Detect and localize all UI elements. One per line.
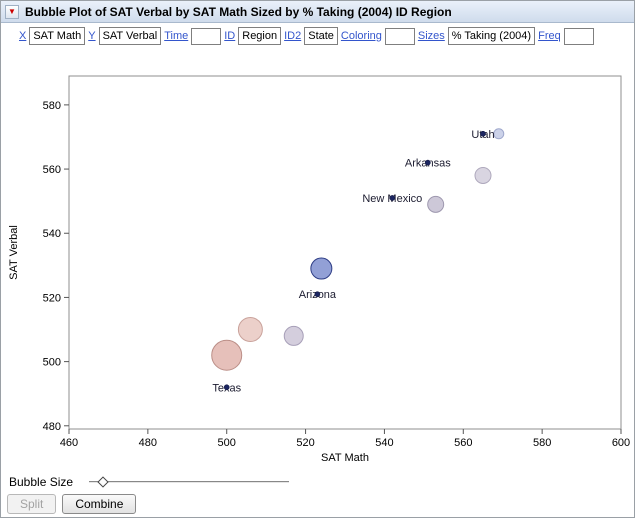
x-tick-label: 520 bbox=[296, 437, 314, 449]
bubble[interactable] bbox=[493, 128, 505, 140]
x-tick-label: 460 bbox=[60, 437, 78, 449]
bubble-plot: 460 480 500 520 540 560 580 600 480 500 520 540 560 5… bbox=[8, 75, 630, 464]
y-tick-label: 560 bbox=[43, 164, 61, 176]
role-x-value[interactable]: SAT Math bbox=[29, 27, 86, 45]
role-x-label[interactable]: X bbox=[19, 30, 27, 42]
slider-thumb[interactable] bbox=[97, 476, 109, 488]
role-freq: Freq bbox=[538, 27, 594, 45]
role-sizes: Sizes % Taking (2004) bbox=[417, 27, 536, 45]
role-coloring-value[interactable] bbox=[384, 27, 415, 45]
x-axis-title: SAT Math bbox=[321, 452, 369, 464]
role-freq-label[interactable]: Freq bbox=[538, 30, 561, 42]
x-tick-label: 500 bbox=[218, 437, 236, 449]
slider-track[interactable] bbox=[89, 481, 290, 484]
y-tick-label: 480 bbox=[43, 421, 61, 433]
y-tick-label: 580 bbox=[43, 100, 61, 112]
red-triangle-menu-button[interactable]: ▼ bbox=[5, 4, 19, 19]
role-id2-value[interactable]: State bbox=[304, 27, 338, 45]
role-y-value[interactable]: SAT Verbal bbox=[98, 27, 162, 45]
role-id2-label[interactable]: ID2 bbox=[284, 30, 302, 42]
role-freq-value[interactable] bbox=[563, 27, 594, 45]
bubble[interactable] bbox=[474, 166, 492, 184]
report-title-bar: ▼ Bubble Plot of SAT Verbal by SAT Math … bbox=[1, 1, 634, 23]
role-coloring: Coloring bbox=[340, 27, 415, 45]
bubble[interactable] bbox=[310, 257, 333, 280]
bubble[interactable] bbox=[237, 317, 263, 343]
role-time-value[interactable] bbox=[191, 27, 222, 45]
x-tick-label: 600 bbox=[612, 437, 630, 449]
x-tick-label: 560 bbox=[454, 437, 472, 449]
red-triangle-icon: ▼ bbox=[8, 6, 16, 16]
role-sizes-value[interactable]: % Taking (2004) bbox=[447, 27, 536, 45]
bubble[interactable] bbox=[211, 339, 243, 371]
data-point[interactable] bbox=[223, 384, 230, 391]
role-id-label[interactable]: ID bbox=[224, 30, 236, 42]
role-sizes-label[interactable]: Sizes bbox=[417, 30, 445, 42]
bubble-size-slider[interactable] bbox=[89, 475, 290, 489]
x-tick-label: 580 bbox=[533, 437, 551, 449]
y-axis-title: SAT Verbal bbox=[8, 225, 20, 280]
split-button[interactable]: Split bbox=[7, 494, 57, 514]
plot-frame[interactable] bbox=[68, 75, 622, 430]
role-bar: X SAT Math Y SAT Verbal Time ID Region I… bbox=[1, 24, 634, 48]
role-id: ID Region bbox=[224, 27, 282, 45]
role-coloring-label[interactable]: Coloring bbox=[340, 30, 382, 42]
role-time-label[interactable]: Time bbox=[164, 30, 189, 42]
bubble[interactable] bbox=[427, 195, 445, 213]
y-tick-label: 520 bbox=[43, 292, 61, 304]
bubble-size-row: Bubble Size bbox=[9, 473, 290, 491]
combine-button[interactable]: Combine bbox=[62, 494, 137, 514]
role-y: Y SAT Verbal bbox=[88, 27, 162, 45]
button-row: Split Combine bbox=[7, 494, 137, 514]
bubble[interactable] bbox=[283, 325, 304, 346]
bubble-size-label: Bubble Size bbox=[9, 475, 74, 489]
data-point[interactable] bbox=[389, 195, 396, 201]
data-point[interactable] bbox=[314, 291, 321, 298]
role-x: X SAT Math bbox=[19, 27, 86, 45]
report-title: Bubble Plot of SAT Verbal by SAT Math Si… bbox=[25, 4, 452, 19]
role-id-value[interactable]: Region bbox=[238, 27, 282, 45]
role-y-label[interactable]: Y bbox=[88, 30, 96, 42]
y-tick-label: 500 bbox=[43, 357, 61, 369]
x-tick-label: 540 bbox=[375, 437, 393, 449]
x-tick-label: 480 bbox=[139, 437, 157, 449]
data-point[interactable] bbox=[480, 130, 486, 137]
y-tick-label: 540 bbox=[43, 228, 61, 240]
role-time: Time bbox=[164, 27, 222, 45]
data-point[interactable] bbox=[424, 159, 431, 166]
role-id2: ID2 State bbox=[284, 27, 338, 45]
